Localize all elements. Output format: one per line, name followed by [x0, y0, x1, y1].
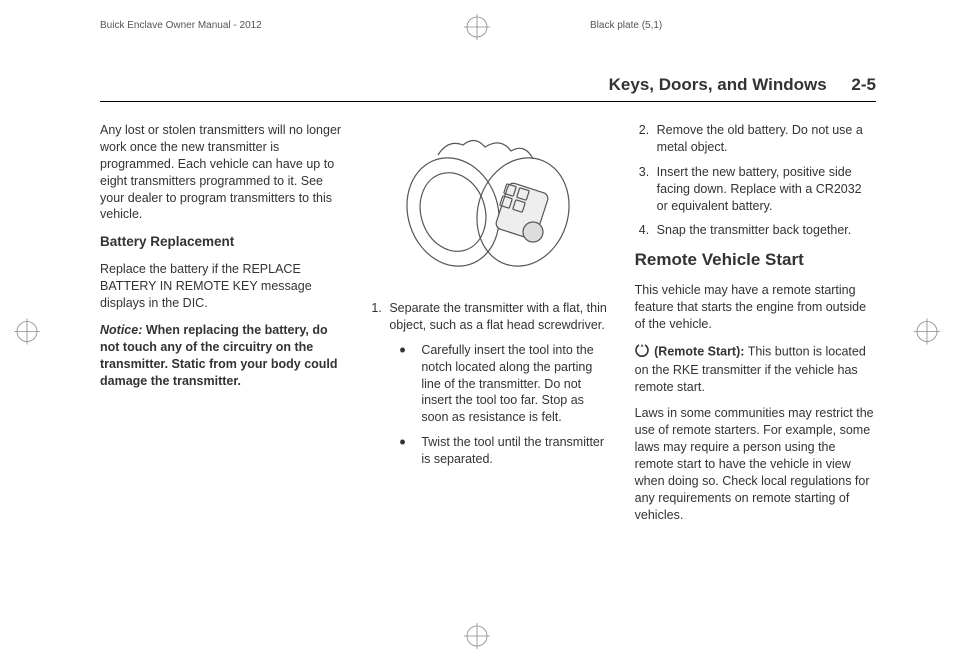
section-title: Keys, Doors, and Windows: [609, 75, 827, 94]
body-text: (Remote Start): This button is located o…: [635, 343, 876, 396]
step-list: Separate the transmitter with a flat, th…: [367, 300, 608, 468]
registration-mark-left: [14, 319, 40, 350]
column-3: Remove the old battery. Do not use a met…: [635, 122, 876, 534]
notice-text: Notice: When replacing the battery, do n…: [100, 322, 341, 390]
step-list-continued: Remove the old battery. Do not use a met…: [635, 122, 876, 239]
step-item: Separate the transmitter with a flat, th…: [385, 300, 608, 468]
body-text: Replace the battery if the REPLACE BATTE…: [100, 261, 341, 312]
column-1: Any lost or stolen transmitters will no …: [100, 122, 341, 534]
registration-mark-top: [464, 14, 490, 45]
registration-mark-bottom: [464, 623, 490, 654]
step-item: Snap the transmitter back together.: [653, 222, 876, 239]
icon-label: (Remote Start):: [654, 345, 744, 359]
manual-title: Buick Enclave Owner Manual - 2012: [100, 20, 262, 31]
body-text: This vehicle may have a remote starting …: [635, 282, 876, 333]
remote-start-icon: [635, 343, 649, 362]
registration-mark-right: [914, 319, 940, 350]
body-text: Any lost or stolen transmitters will no …: [100, 122, 341, 223]
bullet-item: Carefully insert the tool into the notch…: [411, 342, 608, 426]
body-text: Laws in some communities may restrict th…: [635, 405, 876, 523]
step-item: Insert the new battery, positive side fa…: [653, 164, 876, 215]
column-2: Separate the transmitter with a flat, th…: [367, 122, 608, 534]
notice-label: Notice:: [100, 323, 142, 337]
running-head: Keys, Doors, and Windows 2-5: [100, 75, 876, 102]
transmitter-illustration: [367, 132, 608, 282]
bullet-list: Carefully insert the tool into the notch…: [389, 342, 608, 468]
subheading-battery-replacement: Battery Replacement: [100, 233, 341, 251]
section-heading-remote-start: Remote Vehicle Start: [635, 249, 876, 272]
step-text: Separate the transmitter with a flat, th…: [389, 301, 606, 332]
page-content: Keys, Doors, and Windows 2-5 Any lost or…: [100, 75, 876, 608]
step-item: Remove the old battery. Do not use a met…: [653, 122, 876, 156]
bullet-item: Twist the tool until the transmitter is …: [411, 434, 608, 468]
page-number: 2-5: [851, 75, 876, 94]
plate-info: Black plate (5,1): [590, 20, 662, 31]
